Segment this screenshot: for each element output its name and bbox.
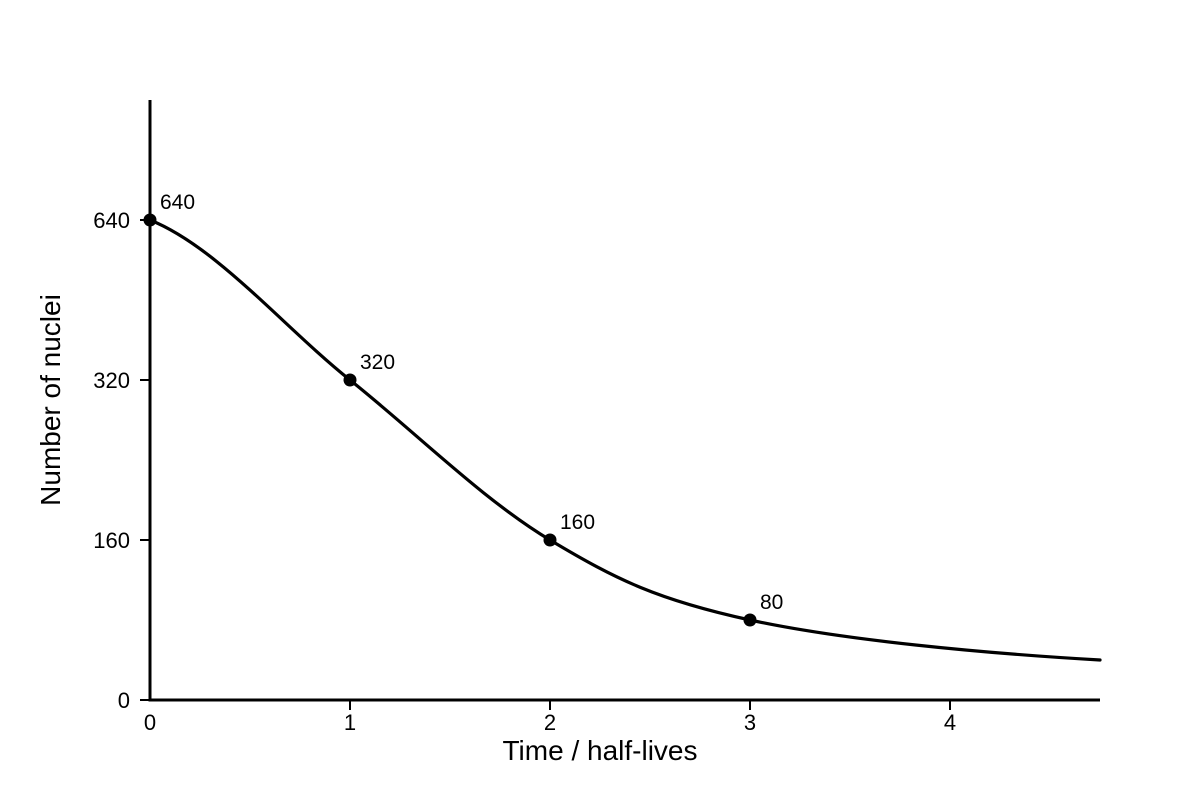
x-ticks: 0 1 2 3 4 [144,700,956,735]
y-tick-label: 320 [93,368,130,393]
data-point [143,213,157,227]
y-axis-title: Number of nuclei [35,294,66,506]
data-labels: 640 320 160 80 [160,191,783,614]
y-tick-label: 160 [93,528,130,553]
data-label: 160 [560,511,595,534]
data-point [343,373,357,387]
x-tick-label: 1 [344,710,356,735]
x-axis-title: Time / half-lives [502,735,697,766]
decay-curve [148,218,1102,662]
x-tick-label: 4 [944,710,956,735]
data-label: 320 [360,351,395,374]
axes [148,100,1100,702]
y-tick-label: 640 [93,208,130,233]
data-points [143,213,757,627]
data-label: 80 [760,591,783,614]
x-tick-label: 0 [144,710,156,735]
y-ticks: 0 160 320 640 [93,208,150,713]
x-tick-label: 3 [744,710,756,735]
data-point [543,533,557,547]
y-tick-label: 0 [118,688,130,713]
x-tick-label: 2 [544,710,556,735]
data-point [743,613,757,627]
data-label: 640 [160,191,195,214]
